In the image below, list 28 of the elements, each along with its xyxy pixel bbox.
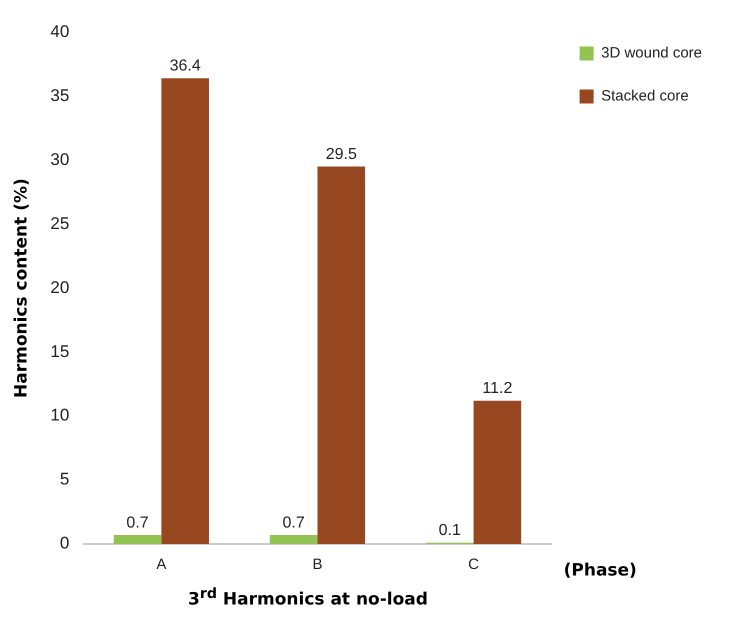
y-tick-label: 40 (50, 22, 70, 41)
data-label: 11.2 (482, 380, 512, 398)
y-tick-label: 20 (50, 278, 70, 297)
data-label: 29.5 (326, 146, 357, 163)
x-tick-label: B (312, 556, 322, 574)
bar (474, 400, 522, 544)
x-axis-title: 3$^{rd}$ Harmonics at no-load (187, 586, 429, 610)
legend-label: 3D wound core (601, 44, 702, 62)
legend-label: Stacked core (601, 88, 689, 105)
bar (317, 166, 366, 544)
y-tick-label: 35 (50, 86, 70, 105)
data-label: 0.7 (282, 514, 305, 532)
y-axis-title: Harmonics content (%) (12, 178, 32, 398)
data-label: 36.4 (170, 58, 201, 75)
y-tick-label: 5 (60, 470, 70, 489)
y-tick-label: 15 (50, 342, 70, 361)
y-tick-label: 30 (50, 150, 70, 169)
bar (270, 535, 318, 544)
x-tick-label: A (156, 556, 166, 574)
y-tick-label: 25 (50, 214, 70, 233)
x-tick-label: C (468, 556, 480, 574)
data-label: 0.1 (438, 522, 461, 540)
y-tick-label: 10 (50, 406, 70, 425)
text: (Phase) (564, 560, 637, 580)
data-label: 0.7 (126, 514, 149, 532)
bar (114, 535, 162, 544)
y-tick-label: 0 (60, 534, 70, 553)
bar (161, 78, 209, 544)
